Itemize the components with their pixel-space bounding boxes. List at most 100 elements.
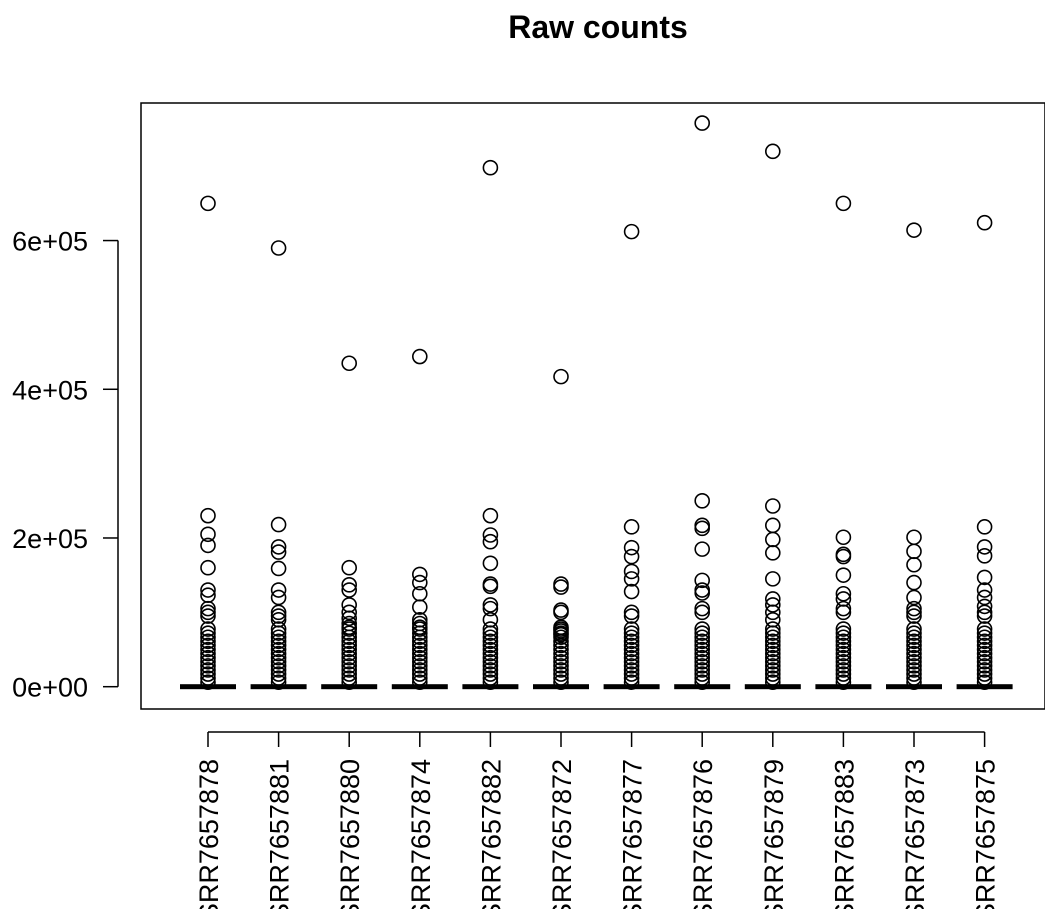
outlier-point	[553, 633, 569, 650]
outlier-point	[764, 531, 781, 548]
outlier-point	[976, 645, 993, 662]
outlier-point	[764, 662, 781, 678]
box	[956, 684, 1013, 690]
outlier-point	[694, 666, 711, 682]
outlier-point	[694, 674, 711, 691]
outlier-point	[694, 585, 711, 601]
outlier-point	[694, 629, 711, 646]
outlier-point	[976, 666, 993, 682]
outlier-point	[835, 195, 852, 212]
outlier-point	[482, 621, 499, 637]
outlier-point	[553, 645, 569, 662]
outlier-point	[200, 641, 216, 658]
outlier-point	[270, 604, 287, 621]
outlier-point	[341, 625, 358, 641]
outlier-point	[764, 674, 781, 691]
outlier-point	[482, 637, 499, 654]
outlier-point	[200, 621, 216, 637]
outlier-point	[764, 597, 781, 613]
outlier-point	[694, 621, 711, 637]
outlier-point	[906, 666, 922, 682]
outlier-point	[200, 629, 216, 646]
outlier-point	[906, 556, 922, 573]
outlier-point	[694, 645, 711, 662]
outlier-point	[835, 641, 852, 658]
outlier-point	[482, 658, 499, 674]
outlier-point	[200, 559, 216, 576]
box	[180, 684, 236, 690]
outlier-point	[200, 625, 216, 641]
x-tick-label: SRR7657872	[547, 759, 577, 909]
outlier-point	[553, 666, 569, 682]
outlier-point	[553, 662, 569, 678]
box	[674, 684, 731, 690]
outlier-point	[482, 597, 499, 613]
outlier-point	[906, 637, 922, 654]
outlier-point	[694, 653, 711, 670]
outlier-point	[835, 629, 852, 646]
outlier-point	[200, 649, 216, 666]
box	[744, 684, 801, 690]
outlier-point	[906, 645, 922, 662]
outlier-point	[906, 608, 922, 624]
outlier-point	[482, 533, 499, 550]
y-tick-label: 4e+05	[12, 375, 88, 405]
outlier-point	[906, 604, 922, 621]
outlier-point	[976, 539, 993, 555]
outlier-point	[976, 569, 993, 586]
outlier-point	[623, 641, 640, 658]
outlier-point	[341, 649, 358, 666]
outlier-point	[694, 493, 711, 509]
outlier-point	[835, 662, 852, 678]
outlier-point	[764, 545, 781, 561]
outlier-point	[482, 662, 499, 678]
outlier-point	[623, 621, 640, 637]
outlier-point	[411, 637, 428, 654]
plot-frame	[140, 102, 1045, 710]
outlier-point	[200, 195, 216, 212]
outlier-point	[976, 621, 993, 637]
outlier-point	[976, 608, 993, 624]
outlier-point	[270, 662, 287, 678]
outlier-point	[553, 649, 569, 666]
outlier-point	[976, 598, 993, 615]
outlier-point	[764, 498, 781, 514]
outlier-point	[906, 653, 922, 670]
outlier-point	[835, 604, 852, 621]
outlier-point	[694, 662, 711, 678]
outlier-point	[906, 670, 922, 686]
outlier-point	[694, 649, 711, 666]
outlier-point	[482, 670, 499, 686]
outlier-point	[200, 537, 216, 554]
y-tick-label: 6e+05	[12, 227, 88, 257]
outlier-point	[270, 625, 287, 641]
outlier-point	[623, 608, 640, 624]
outlier-point	[623, 633, 640, 650]
outlier-point	[341, 653, 358, 670]
outlier-point	[976, 604, 993, 621]
outlier-point	[976, 649, 993, 666]
outlier-point	[623, 625, 640, 641]
outlier-point	[553, 579, 569, 595]
outlier-point	[200, 507, 216, 524]
outlier-point	[694, 637, 711, 654]
outlier-point	[906, 674, 922, 691]
outlier-point	[200, 582, 216, 598]
outlier-point	[906, 574, 922, 591]
box	[815, 684, 872, 690]
outlier-point	[341, 610, 358, 627]
outlier-point	[411, 574, 428, 591]
box	[391, 684, 448, 690]
outlier-point	[482, 653, 499, 670]
outlier-point	[341, 666, 358, 682]
x-tick-label: SRR7657882	[476, 759, 506, 909]
outlier-point	[976, 674, 993, 691]
outlier-point	[906, 658, 922, 674]
outlier-point	[764, 143, 781, 160]
outlier-point	[976, 214, 993, 231]
x-axis: SRR7657878 SRR7657881 SRR7657880 SRR7657874…	[194, 731, 1001, 909]
outlier-point	[270, 645, 287, 662]
outlier-point	[835, 653, 852, 670]
outlier-point	[976, 641, 993, 658]
